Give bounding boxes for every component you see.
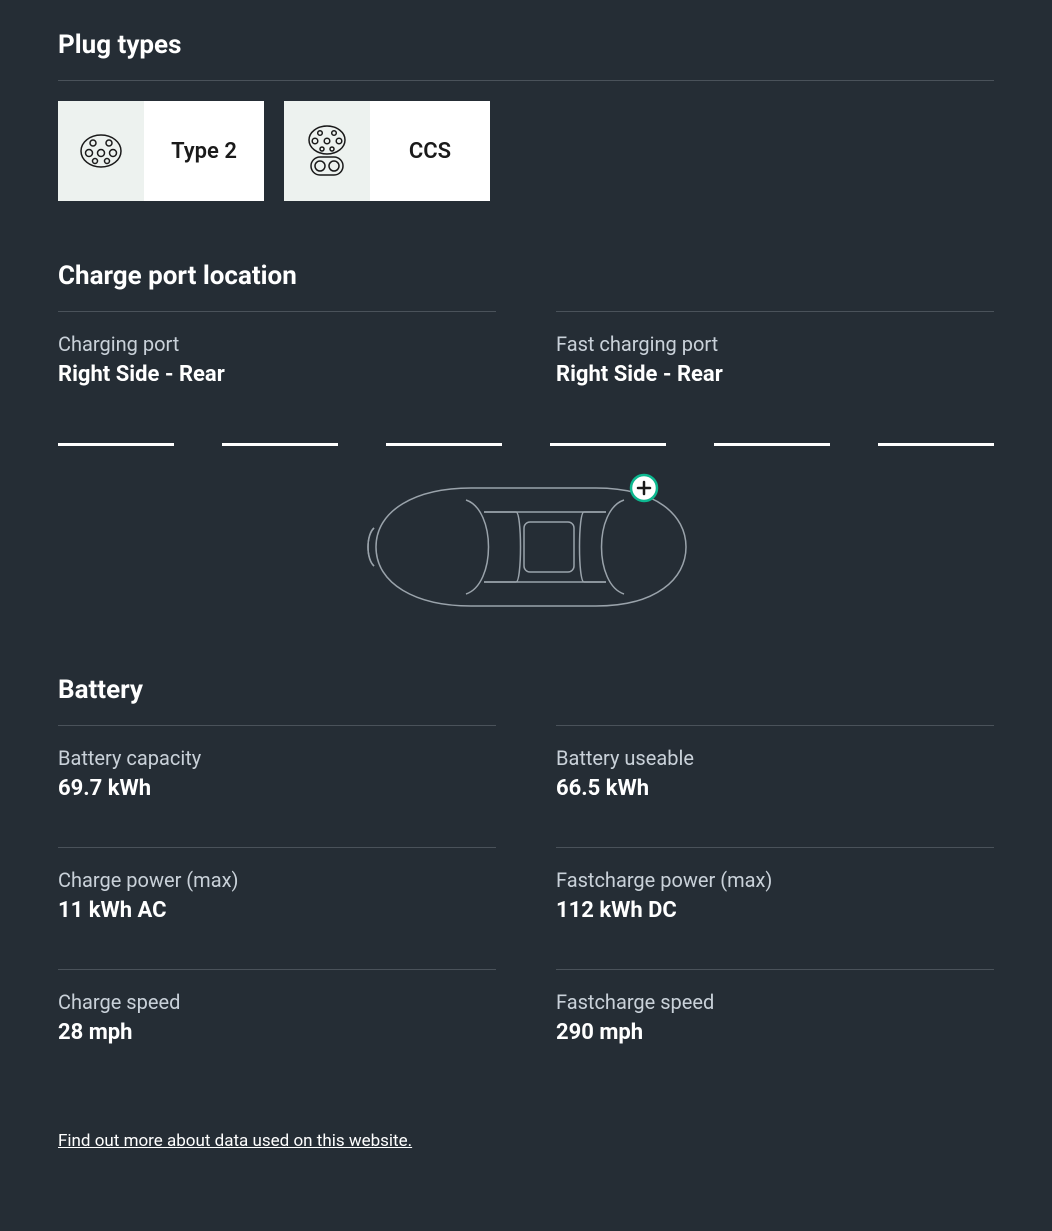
spec-label: Battery useable (556, 746, 994, 770)
spec-value: 66.5 kWh (556, 776, 994, 801)
spec-label: Battery capacity (58, 746, 496, 770)
spec-label: Charge speed (58, 990, 496, 1014)
plug-label: Type 2 (144, 101, 264, 201)
spec-label: Fastcharge speed (556, 990, 994, 1014)
type2-plug-icon (58, 101, 144, 201)
charge-port-section: Charge port location Charging port Right… (58, 261, 994, 625)
spec-value: Right Side - Rear (556, 362, 994, 387)
divider (58, 80, 994, 81)
spec-label: Charging port (58, 332, 496, 356)
plug-card-type2[interactable]: Type 2 (58, 101, 264, 201)
road-dash (714, 443, 830, 446)
data-disclaimer-link[interactable]: Find out more about data used on this we… (58, 1131, 412, 1151)
battery-grid: Battery capacity 69.7 kWh Battery useabl… (58, 725, 994, 1091)
spec-value: 69.7 kWh (58, 776, 496, 801)
ccs-plug-icon (284, 101, 370, 201)
road-dash (550, 443, 666, 446)
spec-label: Charge power (max) (58, 868, 496, 892)
spec-cell: Fastcharge power (max) 112 kWh DC (556, 847, 994, 969)
plug-types-heading: Plug types (58, 30, 994, 60)
spec-value: 11 kWh AC (58, 898, 496, 923)
spec-label: Fast charging port (556, 332, 994, 356)
plug-label: CCS (370, 101, 490, 201)
plug-card-ccs[interactable]: CCS (284, 101, 490, 201)
spec-value: Right Side - Rear (58, 362, 496, 387)
car-diagram (58, 470, 994, 625)
spec-value: 112 kWh DC (556, 898, 994, 923)
road-dash (222, 443, 338, 446)
spec-cell: Charge speed 28 mph (58, 969, 496, 1091)
spec-value: 290 mph (556, 1020, 994, 1045)
spec-cell: Charge power (max) 11 kWh AC (58, 847, 496, 969)
charge-port-grid: Charging port Right Side - Rear Fast cha… (58, 311, 994, 433)
road-dash (58, 443, 174, 446)
road-dash (878, 443, 994, 446)
charge-port-heading: Charge port location (58, 261, 994, 291)
spec-cell: Battery capacity 69.7 kWh (58, 725, 496, 847)
road-dash (386, 443, 502, 446)
road-dashes (58, 443, 994, 446)
spec-label: Fastcharge power (max) (556, 868, 994, 892)
plug-types-section: Plug types Type 2 (58, 30, 994, 201)
spec-cell: Charging port Right Side - Rear (58, 311, 496, 433)
port-marker-icon (631, 475, 657, 501)
battery-heading: Battery (58, 675, 994, 705)
spec-cell: Fastcharge speed 290 mph (556, 969, 994, 1091)
spec-value: 28 mph (58, 1020, 496, 1045)
spec-cell: Fast charging port Right Side - Rear (556, 311, 994, 433)
plug-types-row: Type 2 CCS (58, 101, 994, 201)
spec-cell: Battery useable 66.5 kWh (556, 725, 994, 847)
battery-section: Battery Battery capacity 69.7 kWh Batter… (58, 675, 994, 1091)
